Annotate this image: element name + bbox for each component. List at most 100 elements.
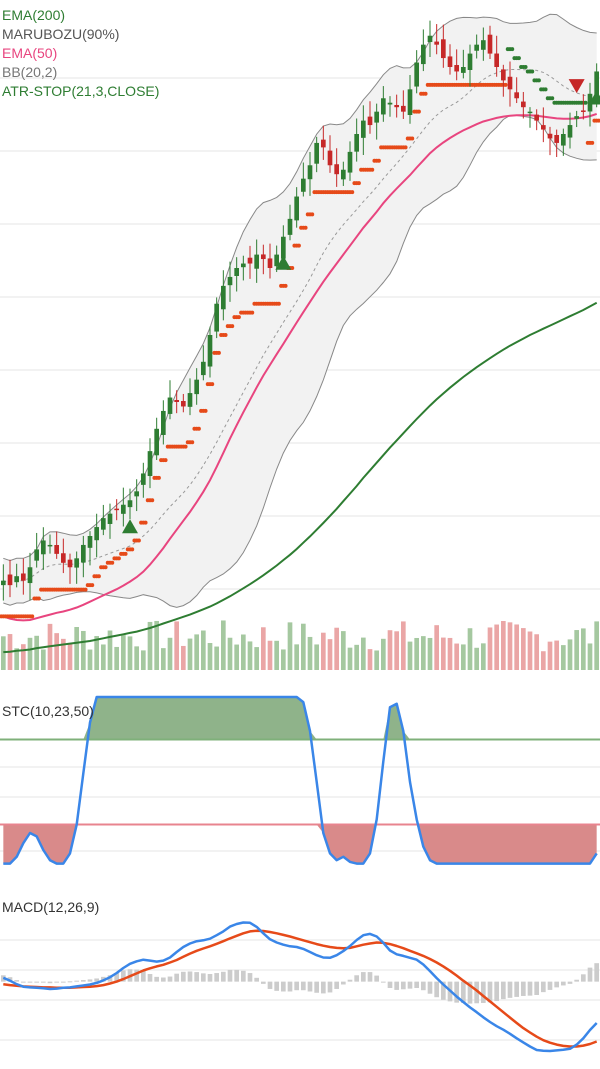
candle-body: [434, 41, 439, 45]
volume-bar: [134, 646, 139, 670]
macd-histogram-bar: [521, 981, 526, 996]
atr-stop-dot: [350, 190, 355, 195]
macd-histogram-bar: [454, 981, 459, 1003]
volume-bar: [467, 628, 473, 670]
candle-body: [54, 545, 59, 554]
volume-bar: [381, 638, 386, 670]
macd-histogram-bar: [474, 981, 479, 1004]
candle-body: [334, 164, 339, 175]
atr-stop-dot: [596, 118, 600, 123]
macd-histogram-bar: [41, 981, 46, 983]
atr-stop-dot: [163, 458, 168, 463]
macd-histogram-bar: [181, 971, 186, 982]
volume-bar: [27, 637, 33, 670]
candle-body: [227, 276, 233, 286]
macd-histogram-bar: [547, 981, 553, 990]
volume-bar: [194, 634, 199, 670]
macd-histogram-bar: [214, 973, 219, 982]
macd-histogram-bar: [227, 969, 233, 982]
macd-histogram-bar: [347, 979, 353, 982]
candle-body: [594, 71, 599, 99]
atr-stop-dot: [503, 82, 508, 87]
macd-histogram-bar: [567, 981, 573, 984]
atr-stop-dot: [523, 65, 528, 69]
volume-bar: [421, 636, 426, 670]
atr-stop-dot: [250, 310, 255, 315]
candle-body: [454, 65, 459, 72]
candle-body: [547, 133, 553, 139]
volume-bar: [274, 640, 279, 670]
atr-stop-dot: [143, 520, 148, 525]
atr-stop-dot: [510, 47, 515, 52]
volume-bar: [147, 621, 153, 670]
candle-body: [381, 98, 386, 115]
candle-body: [261, 254, 266, 260]
macd-histogram-bar: [387, 981, 393, 988]
candle-body: [534, 114, 539, 121]
volume-bar: [61, 638, 66, 670]
volume-bar: [254, 647, 259, 670]
candle-body: [181, 400, 186, 407]
macd-histogram-bar: [487, 981, 493, 1003]
volume-bar: [101, 644, 106, 670]
candle-body: [341, 169, 346, 180]
macd-histogram-bar: [407, 981, 413, 989]
candle-body: [481, 40, 486, 50]
volume-bar: [541, 651, 546, 670]
volume-bar: [534, 634, 539, 670]
atr-stop-dot: [356, 181, 361, 186]
volume-bar: [247, 641, 253, 670]
volume-bar: [314, 644, 319, 670]
atr-stop-dot: [283, 283, 288, 288]
candle-body: [174, 400, 179, 402]
macd-histogram-bar: [274, 981, 279, 991]
macd-histogram-bar: [234, 969, 239, 982]
macd-histogram-bar: [434, 981, 439, 998]
stc-title: STC(10,23,50): [2, 703, 94, 719]
macd-histogram-bar: [94, 978, 99, 982]
macd-histogram-bar: [534, 981, 539, 995]
atr-stop-dot: [236, 315, 241, 320]
stc-overbought-fill: [3, 697, 597, 740]
volume-bar: [201, 630, 206, 670]
macd-histogram-bar: [341, 981, 346, 985]
volume-bar: [1, 636, 6, 670]
candle-body: [7, 574, 13, 586]
macd-histogram-bar: [321, 981, 326, 994]
stc-oversold-fill: [3, 824, 597, 864]
volume-bar: [294, 644, 299, 670]
legend-ema200: EMA(200): [2, 7, 65, 23]
macd-histogram-bar: [74, 980, 79, 982]
volume-bar: [394, 631, 399, 670]
atr-stop-dot: [156, 475, 161, 480]
legend-bb: BB(20,2): [2, 64, 57, 80]
macd-histogram-bar: [221, 971, 226, 982]
atr-stop-dot: [416, 109, 421, 114]
candle-body: [234, 268, 239, 276]
volume-bar: [41, 649, 46, 670]
candle-body: [514, 92, 519, 99]
candle-body: [314, 142, 319, 164]
macd-histogram-bar: [67, 981, 73, 983]
marubozu-up-marker: [588, 90, 600, 105]
volume-bar: [574, 630, 579, 670]
volume-bar: [221, 620, 226, 670]
volume-bar: [121, 634, 126, 670]
candle-body: [541, 125, 546, 130]
macd-signal-line: [3, 929, 598, 1048]
volume-bar: [514, 624, 519, 670]
volume-bar: [501, 621, 506, 670]
macd-histogram-bar: [461, 981, 466, 1003]
volume-bar: [554, 640, 559, 670]
volume-bar: [547, 641, 553, 670]
atr-stop-dot: [516, 56, 521, 61]
volume-bar: [494, 624, 499, 670]
volume-bar: [127, 636, 133, 670]
macd-histogram-bar: [414, 981, 419, 988]
atr-stop-dot: [103, 565, 108, 570]
atr-stop-dot: [550, 96, 555, 101]
candle-body: [14, 576, 19, 583]
candle-body: [354, 134, 359, 152]
atr-stop-dot: [110, 560, 115, 565]
candle-body: [67, 559, 73, 568]
